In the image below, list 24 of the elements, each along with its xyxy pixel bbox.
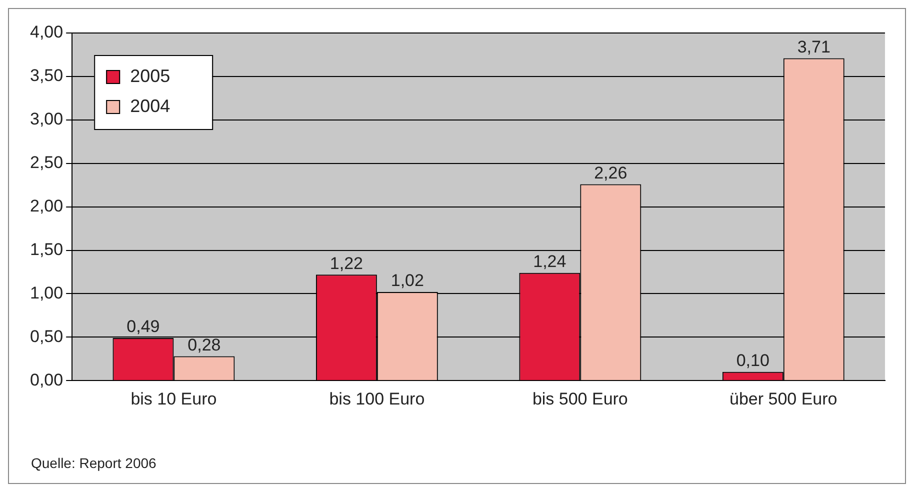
legend-label: 2004 (130, 96, 170, 116)
data-label: 0,10 (736, 351, 770, 370)
legend-label: 2005 (130, 66, 170, 86)
data-label: 0,28 (188, 335, 221, 354)
data-label: 1,22 (330, 254, 363, 273)
data-label: 2,26 (594, 163, 628, 182)
x-tick-label: bis 100 Euro (329, 389, 425, 408)
y-tick-label: 2,00 (30, 196, 64, 216)
x-tick-label: über 500 Euro (730, 389, 838, 408)
data-label: 1,24 (533, 252, 566, 272)
data-label: 1,02 (390, 271, 424, 290)
x-tick-label: bis 10 Euro (130, 389, 217, 408)
y-tick-label: 1,50 (30, 240, 64, 259)
data-label: 3,71 (797, 37, 830, 56)
data-label: 0,49 (126, 317, 160, 336)
y-tick-label: 4,00 (30, 22, 64, 42)
x-tick-label: bis 500 Euro (532, 389, 628, 408)
y-tick-label: 3,50 (30, 66, 64, 86)
source-note: Quelle: Report 2006 (31, 455, 156, 471)
y-tick-label: 0,50 (30, 326, 64, 346)
y-tick-label: 0,00 (30, 370, 64, 390)
y-tick-label: 1,00 (30, 283, 64, 302)
y-tick-label: 2,50 (30, 153, 64, 172)
y-tick-label: 3,00 (30, 110, 64, 129)
